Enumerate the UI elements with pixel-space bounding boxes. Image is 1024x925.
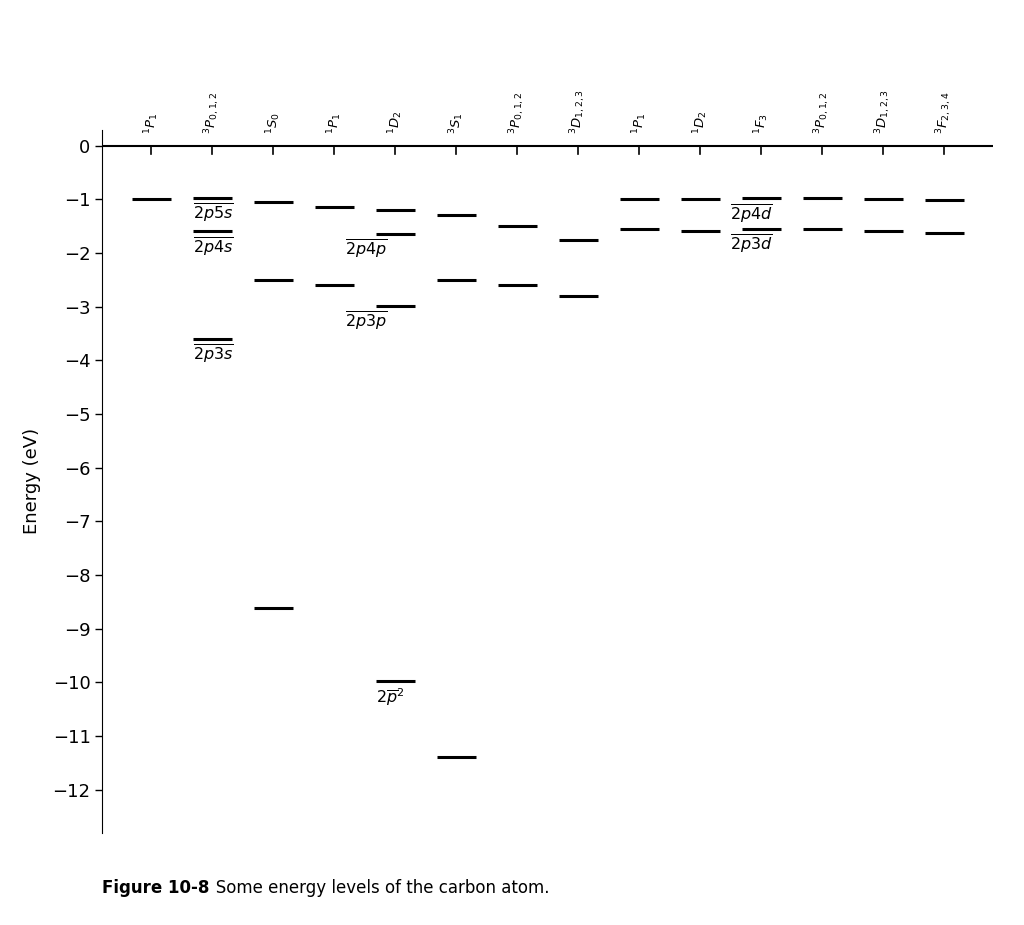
Text: $\overline{2p3p}$: $\overline{2p3p}$ [345,310,388,333]
Text: Figure 10-8: Figure 10-8 [102,880,210,897]
Text: $^3F_{2,3,4}$: $^3F_{2,3,4}$ [935,92,954,134]
Text: $^3D_{1,2,3}$: $^3D_{1,2,3}$ [873,90,894,134]
Text: $^1D_2$: $^1D_2$ [386,111,404,134]
Text: $\overline{2p5s}$: $\overline{2p5s}$ [193,202,233,225]
Text: $^1P_1$: $^1P_1$ [142,113,161,134]
Text: $^1F_3$: $^1F_3$ [752,114,771,134]
Text: $\overline{2p4s}$: $\overline{2p4s}$ [193,236,233,259]
Text: $^1D_2$: $^1D_2$ [691,111,710,134]
Text: $2\overline{p}^2$: $2\overline{p}^2$ [376,686,404,708]
Text: $^3S_1$: $^3S_1$ [446,113,466,134]
Text: $^3P_{0,1,2}$: $^3P_{0,1,2}$ [812,92,833,134]
Text: $^3D_{1,2,3}$: $^3D_{1,2,3}$ [568,90,589,134]
Text: $\overline{2p3s}$: $\overline{2p3s}$ [193,343,233,366]
Text: $^3P_{0,1,2}$: $^3P_{0,1,2}$ [202,92,222,134]
Y-axis label: Energy (eV): Energy (eV) [24,428,42,534]
Text: $^1P_1$: $^1P_1$ [325,113,344,134]
Text: Some energy levels of the carbon atom.: Some energy levels of the carbon atom. [200,880,549,897]
Text: $\overline{2p4d}$: $\overline{2p4d}$ [730,203,772,226]
Text: $\overline{2p3d}$: $\overline{2p3d}$ [730,233,772,256]
Text: $^3P_{0,1,2}$: $^3P_{0,1,2}$ [507,92,527,134]
Text: $^1S_0$: $^1S_0$ [264,113,283,134]
Text: $^1P_1$: $^1P_1$ [630,113,649,134]
Text: $\overline{2p4p}$: $\overline{2p4p}$ [345,239,388,262]
